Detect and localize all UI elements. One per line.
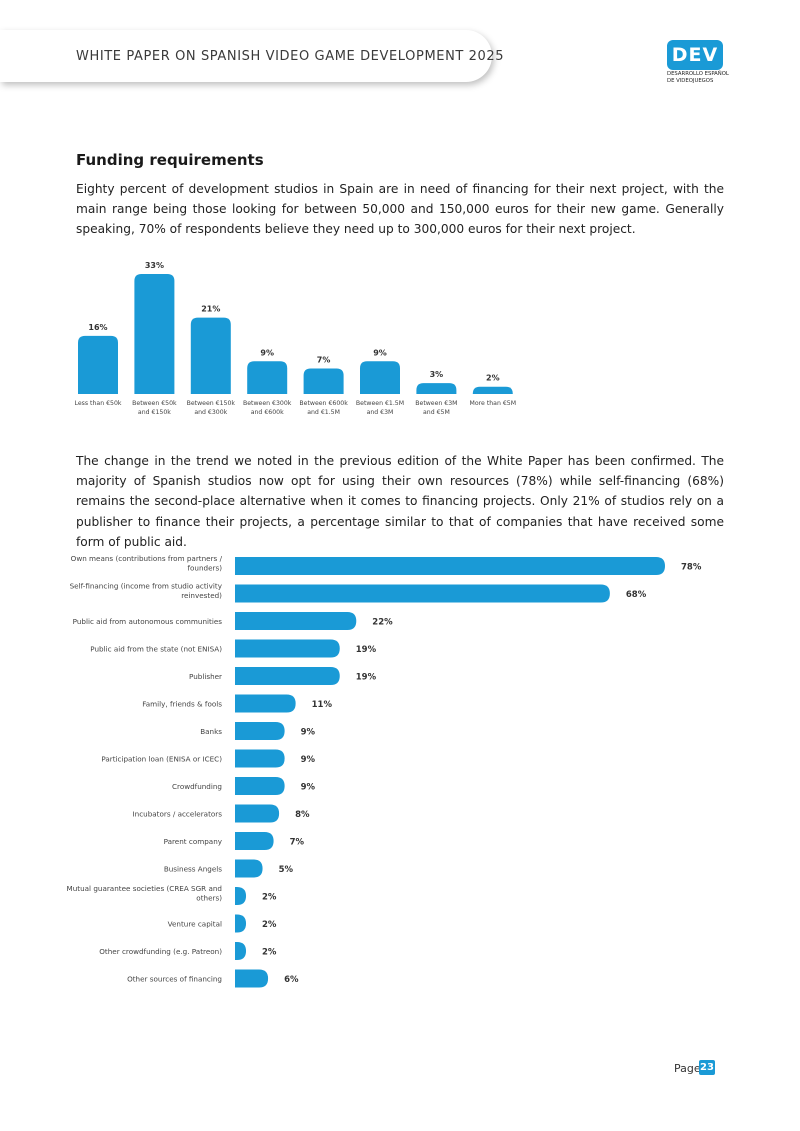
bar-value-label: 33%	[145, 261, 164, 270]
bar-value-label: 2%	[486, 374, 500, 383]
category-label: Own means (contributions from partners /	[71, 554, 223, 563]
bar	[235, 667, 340, 685]
category-label: Between €300k	[243, 400, 292, 407]
bar	[235, 777, 285, 795]
bar-value-label: 2%	[262, 920, 277, 930]
bar	[235, 612, 357, 630]
bar-value-label: 2%	[262, 893, 277, 903]
bar-value-label: 19%	[356, 645, 377, 655]
category-label: Between €1.5M	[356, 400, 404, 407]
category-label: and €150k	[138, 409, 171, 416]
bar-value-label: 9%	[260, 348, 274, 357]
category-label: reinvested)	[181, 591, 222, 600]
category-label: Family, friends & fools	[142, 700, 222, 709]
bar-value-label: 8%	[295, 810, 310, 820]
bar-value-label: 21%	[201, 305, 220, 314]
category-label: Public aid from the state (not ENISA)	[90, 645, 222, 654]
funding-needs-bar-chart: 16% Less than €50k 33% Between €50k and €150…	[75, 261, 517, 416]
category-label: Venture capital	[168, 920, 222, 929]
bar-value-label: 11%	[312, 700, 333, 710]
bar-value-label: 22%	[372, 618, 393, 628]
category-label: founders)	[187, 564, 222, 573]
category-label: Incubators / accelerators	[133, 810, 223, 819]
bar-value-label: 68%	[626, 590, 647, 600]
bar	[235, 832, 274, 850]
bar-value-label: 6%	[284, 975, 299, 985]
paragraph-funding-needs: Eighty percent of development studios in…	[76, 182, 724, 237]
category-label: Between €150k	[187, 400, 236, 407]
bar-value-label: 19%	[356, 673, 377, 683]
bar-value-label: 9%	[301, 755, 316, 765]
category-label: and €5M	[423, 409, 450, 416]
bar-value-label: 5%	[279, 865, 294, 875]
category-label: and €3M	[367, 409, 394, 416]
category-label: and €1.5M	[307, 409, 340, 416]
bar	[247, 361, 288, 394]
bar	[235, 694, 296, 713]
section-title: Funding requirements	[76, 151, 264, 169]
category-label: Parent company	[164, 837, 223, 846]
bar-value-label: 7%	[317, 356, 331, 365]
page-number-badge: 23	[699, 1060, 715, 1075]
bar-value-label: 3%	[430, 370, 444, 379]
category-label: More than €5M	[470, 400, 517, 407]
category-label: Banks	[200, 727, 222, 736]
category-label: Crowdfunding	[172, 782, 222, 791]
category-label: Between €50k	[132, 400, 177, 407]
bar-value-label: 9%	[301, 783, 316, 793]
category-label: and €600k	[251, 409, 284, 416]
bar	[235, 914, 247, 933]
bar	[235, 887, 247, 905]
category-label: Business Angels	[164, 865, 222, 874]
bar	[235, 859, 263, 878]
bar-value-label: 9%	[301, 728, 316, 738]
bar-value-label: 7%	[290, 838, 305, 848]
page-label: Page	[674, 1062, 701, 1075]
category-label: Other sources of financing	[127, 975, 222, 984]
bar	[235, 557, 665, 575]
bar	[360, 361, 400, 394]
header-banner	[0, 30, 492, 82]
category-label: Self-financing (income from studio activ…	[70, 582, 223, 591]
bar-value-label: 2%	[262, 948, 277, 958]
category-label: others)	[196, 894, 222, 903]
category-label: Publisher	[189, 672, 222, 681]
logo-text-line1: DESARROLLO ESPAÑOL	[667, 71, 729, 77]
bar	[303, 368, 344, 394]
bar	[190, 317, 231, 394]
category-label: Other crowdfunding (e.g. Patreon)	[99, 947, 222, 956]
dev-logo: DEV DESARROLLO ESPAÑOL DE VIDEOJUEGOS	[667, 40, 729, 86]
bar	[235, 749, 285, 768]
bar-value-label: 78%	[681, 563, 702, 573]
category-label: Mutual guarantee societies (CREA SGR and	[67, 884, 222, 893]
bar	[235, 969, 269, 988]
bar	[235, 639, 340, 658]
category-label: Participation loan (ENISA or ICEC)	[101, 755, 222, 764]
bar-value-label: 9%	[373, 348, 387, 357]
bar	[472, 386, 513, 394]
bar	[235, 942, 247, 960]
bar	[134, 274, 175, 394]
logo-text-line2: DE VIDEOJUEGOS	[667, 78, 714, 84]
bar	[235, 584, 610, 603]
bar	[235, 804, 280, 823]
category-label: Between €600k	[299, 400, 348, 407]
category-label: and €300k	[194, 409, 227, 416]
bar-value-label: 16%	[88, 323, 107, 332]
category-label: Between €3M	[415, 400, 457, 407]
bar	[235, 722, 285, 740]
bar	[416, 383, 457, 394]
paragraph-financing-sources: The change in the trend we noted in the …	[76, 454, 724, 549]
document-title: WHITE PAPER ON SPANISH VIDEO GAME DEVELO…	[76, 49, 505, 64]
category-label: Public aid from autonomous communities	[73, 617, 223, 626]
logo-mark: DEV	[667, 40, 723, 70]
bar	[78, 335, 118, 394]
category-label: Less than €50k	[75, 400, 122, 407]
